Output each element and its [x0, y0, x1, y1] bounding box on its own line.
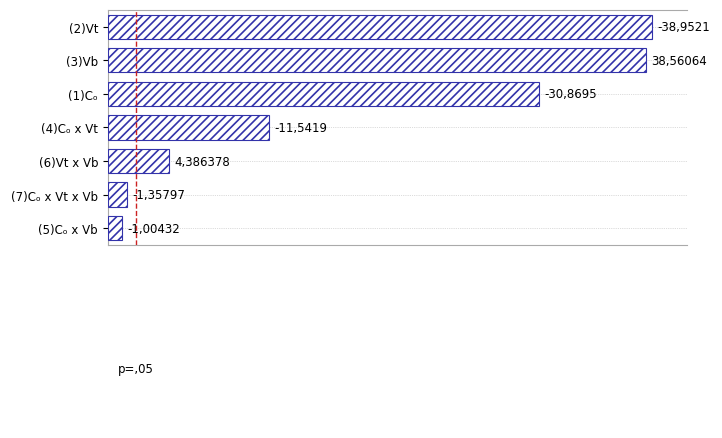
Text: 38,56064: 38,56064 — [652, 55, 708, 68]
Bar — [108, 183, 127, 207]
Text: -1,35797: -1,35797 — [132, 189, 186, 201]
Text: 4,386378: 4,386378 — [175, 155, 230, 168]
Bar — [108, 49, 646, 73]
Bar — [108, 116, 269, 140]
Text: -11,5419: -11,5419 — [274, 122, 328, 135]
Text: -38,9521: -38,9521 — [657, 21, 710, 34]
Text: -30,8695: -30,8695 — [544, 88, 597, 101]
Text: -1,00432: -1,00432 — [128, 222, 180, 235]
Bar — [108, 150, 169, 174]
Bar — [108, 216, 122, 240]
Text: p=,05: p=,05 — [118, 362, 154, 375]
Bar — [108, 16, 651, 40]
Bar — [108, 83, 539, 107]
